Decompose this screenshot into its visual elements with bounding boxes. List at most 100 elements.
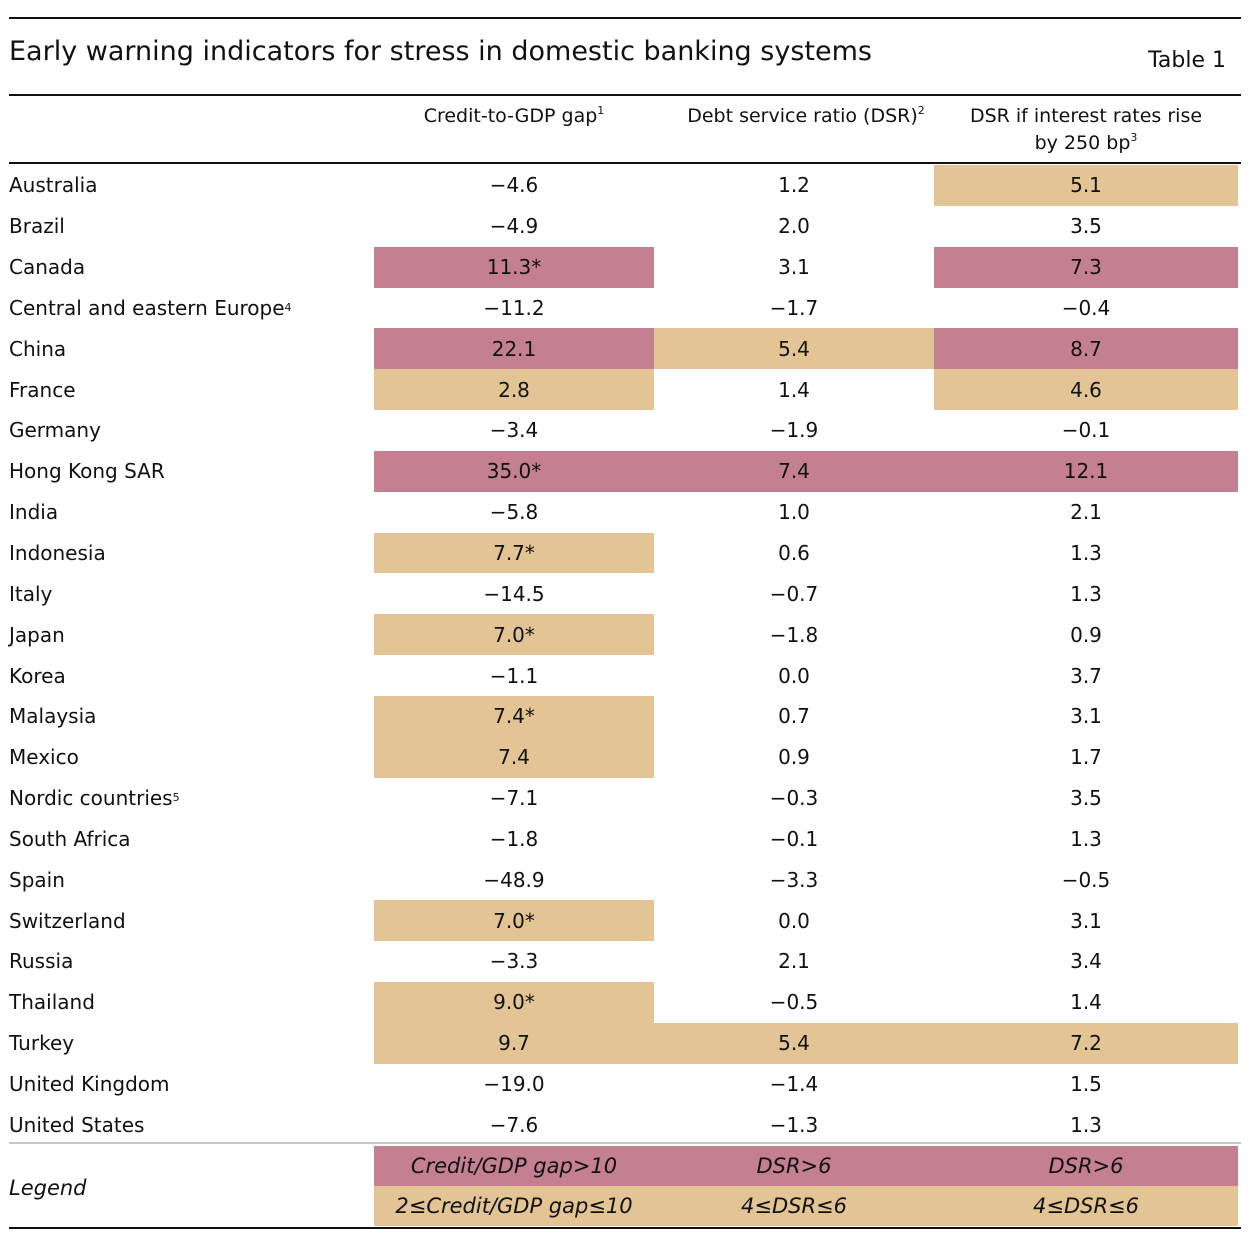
dsr-250bp-cell: 5.1 (934, 165, 1238, 206)
credit-gap-cell: 7.7* (374, 532, 654, 574)
dsr-250bp-cell: 4.6 (934, 369, 1238, 411)
table-row: Malaysia 7.4* 0.7 3.1 (0, 695, 1256, 737)
country-cell: Hong Kong SAR (9, 459, 165, 484)
legend-high-dsr250: DSR>6 (934, 1146, 1238, 1186)
table-row: Nordic countries 5 −7.1 −0.3 3.5 (0, 778, 1256, 819)
table-row: Australia −4.6 1.2 5.1 (0, 165, 1256, 206)
dsr-cell: 7.4 (654, 450, 934, 492)
dsr-250bp-cell: −0.1 (1061, 418, 1111, 443)
credit-gap-cell: −1.1 (489, 663, 539, 688)
dsr-250bp-cell: 7.3 (934, 246, 1238, 288)
credit-gap-cell: −1.8 (489, 826, 539, 851)
dsr-250bp-cell: 3.1 (1070, 908, 1102, 933)
credit-gap-cell: 7.0* (374, 614, 654, 656)
table-row: Brazil −4.9 2.0 3.5 (0, 206, 1256, 247)
dsr-cell: 5.4 (654, 1022, 934, 1064)
country-cell: Australia (9, 173, 98, 198)
dsr-cell: 1.4 (778, 377, 810, 402)
dsr-cell: −1.8 (769, 622, 819, 647)
country-cell: Italy (9, 581, 53, 606)
credit-gap-cell: 9.7 (374, 1022, 654, 1064)
table-number: Table 1 (1148, 48, 1226, 73)
table-row: France 2.8 1.4 4.6 (0, 369, 1256, 411)
country-cell: Switzerland (9, 908, 126, 933)
table-row: Indonesia 7.7* 0.6 1.3 (0, 532, 1256, 574)
dsr-cell: −0.5 (769, 990, 819, 1015)
table-row: Turkey 9.7 5.4 7.2 (0, 1022, 1256, 1064)
dsr-cell: −1.4 (769, 1071, 819, 1096)
legend-high-dsr: DSR>6 (654, 1146, 934, 1186)
legend-rule (9, 1142, 1241, 1144)
country-cell: Central and eastern Europe 4 (9, 295, 292, 320)
country-cell: Malaysia (9, 704, 97, 729)
credit-gap-cell: 9.0* (374, 981, 654, 1023)
table-row: Japan 7.0* −1.8 0.9 (0, 614, 1256, 656)
dsr-cell: 3.1 (778, 255, 810, 280)
country-cell: Spain (9, 867, 65, 892)
country-cell: Canada (9, 255, 86, 280)
dsr-250bp-cell: 3.4 (1070, 949, 1102, 974)
dsr-cell: 2.0 (778, 214, 810, 239)
dsr-250bp-cell: −0.5 (1061, 867, 1111, 892)
table-row: Mexico 7.4 0.9 1.7 (0, 736, 1256, 778)
credit-gap-cell: −4.6 (489, 173, 539, 198)
header-rule (9, 162, 1241, 164)
dsr-cell: 1.0 (778, 500, 810, 525)
table-body: Australia −4.6 1.2 5.1 Brazil −4.9 2.0 3.5 Canad… (0, 165, 1256, 1145)
credit-gap-cell: 22.1 (374, 328, 654, 370)
country-cell: Russia (9, 949, 74, 974)
country-cell: Japan (9, 622, 65, 647)
dsr-cell: −0.1 (769, 826, 819, 851)
title-rule (9, 94, 1241, 96)
table-row: Korea −1.1 0.0 3.7 (0, 655, 1256, 696)
country-cell: Korea (9, 663, 66, 688)
dsr-250bp-cell: 1.3 (1070, 541, 1102, 566)
dsr-cell: 0.7 (778, 704, 810, 729)
country-cell: Turkey (9, 1031, 75, 1056)
country-cell: Mexico (9, 745, 79, 770)
credit-gap-cell: 35.0* (374, 450, 654, 492)
dsr-250bp-cell: 3.1 (1070, 704, 1102, 729)
dsr-cell: −1.3 (769, 1112, 819, 1137)
dsr-cell: 2.1 (778, 949, 810, 974)
legend-medium-dsr250: 4≤DSR≤6 (934, 1186, 1238, 1226)
dsr-250bp-cell: 1.4 (1070, 990, 1102, 1015)
header-dsr-250bp: DSR if interest rates rise by 250 bp3 (969, 105, 1203, 154)
table-row: Hong Kong SAR 35.0* 7.4 12.1 (0, 450, 1256, 492)
credit-gap-cell: −19.0 (483, 1071, 545, 1096)
table-row: South Africa −1.8 −0.1 1.3 (0, 819, 1256, 860)
dsr-250bp-cell: 1.3 (1070, 581, 1102, 606)
table-row: Russia −3.3 2.1 3.4 (0, 941, 1256, 982)
dsr-cell: −1.9 (769, 418, 819, 443)
dsr-cell: 0.0 (778, 908, 810, 933)
dsr-250bp-cell: 1.7 (1070, 745, 1102, 770)
credit-gap-cell: −11.2 (483, 295, 545, 320)
dsr-cell: 0.0 (778, 663, 810, 688)
credit-gap-cell: 2.8 (374, 369, 654, 411)
credit-gap-cell: −3.4 (489, 418, 539, 443)
legend-label: Legend (9, 1176, 87, 1200)
credit-gap-cell: 7.4* (374, 695, 654, 737)
dsr-250bp-cell: 12.1 (934, 450, 1238, 492)
table-row: Germany −3.4 −1.9 −0.1 (0, 410, 1256, 451)
table-row: China 22.1 5.4 8.7 (0, 328, 1256, 370)
dsr-250bp-cell: 3.5 (1070, 214, 1102, 239)
country-cell: Nordic countries 5 (9, 786, 180, 811)
credit-gap-cell: −3.3 (489, 949, 539, 974)
table-row: United States −7.6 −1.3 1.3 (0, 1104, 1256, 1145)
dsr-250bp-cell: 2.1 (1070, 500, 1102, 525)
country-cell: Thailand (9, 990, 95, 1015)
country-cell: Indonesia (9, 541, 106, 566)
dsr-250bp-cell: 8.7 (934, 328, 1238, 370)
credit-gap-cell: −7.6 (489, 1112, 539, 1137)
country-cell: Germany (9, 418, 101, 443)
dsr-cell: 0.6 (778, 541, 810, 566)
country-cell: United States (9, 1112, 145, 1137)
header-dsr: Debt service ratio (DSR)2 (687, 104, 925, 127)
credit-gap-cell: 11.3* (374, 246, 654, 288)
credit-gap-cell: −7.1 (489, 786, 539, 811)
dsr-cell: −1.7 (769, 295, 819, 320)
dsr-250bp-cell: 1.5 (1070, 1071, 1102, 1096)
header-credit-gap: Credit-to-GDP gap1 (423, 104, 605, 127)
dsr-cell: −0.3 (769, 786, 819, 811)
